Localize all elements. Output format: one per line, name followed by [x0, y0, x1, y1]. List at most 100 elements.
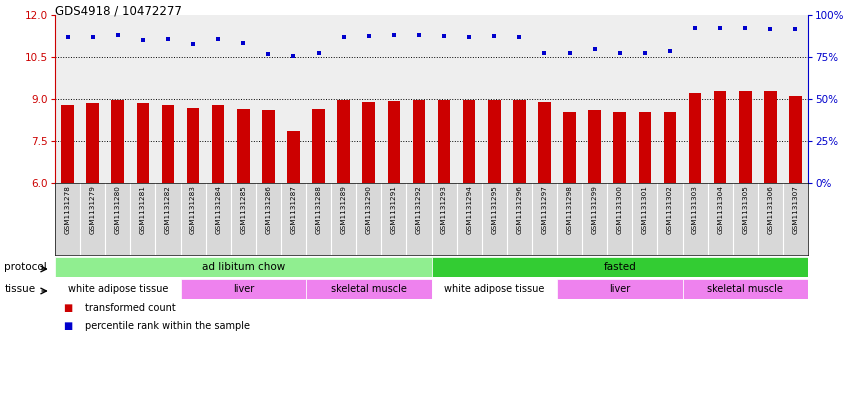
Bar [55, 257, 431, 277]
Text: ■: ■ [63, 321, 73, 331]
Bar [362, 102, 375, 351]
Point [463, 34, 476, 40]
Text: GSM1131282: GSM1131282 [165, 185, 171, 234]
Text: GSM1131298: GSM1131298 [567, 185, 573, 234]
Point [86, 34, 100, 40]
Bar [538, 102, 551, 351]
Text: GSM1131279: GSM1131279 [90, 185, 96, 234]
Point [487, 33, 501, 39]
Point [588, 46, 602, 52]
Point [713, 24, 727, 31]
Point [312, 50, 326, 56]
Point [689, 24, 702, 31]
Text: GSM1131293: GSM1131293 [441, 185, 447, 234]
Text: GSM1131306: GSM1131306 [767, 185, 773, 234]
Text: GSM1131291: GSM1131291 [391, 185, 397, 234]
Text: GSM1131296: GSM1131296 [516, 185, 522, 234]
Bar [513, 100, 525, 351]
Bar [639, 112, 651, 351]
Text: GSM1131285: GSM1131285 [240, 185, 246, 234]
Point [186, 41, 200, 48]
Bar [588, 110, 601, 351]
Text: skeletal muscle: skeletal muscle [707, 284, 783, 294]
Bar [86, 103, 99, 351]
Point [613, 50, 627, 56]
Text: GSM1131294: GSM1131294 [466, 185, 472, 234]
Point [513, 34, 526, 40]
Text: GSM1131290: GSM1131290 [365, 185, 371, 234]
Bar [237, 109, 250, 351]
Point [261, 51, 275, 57]
Point [136, 37, 150, 43]
Bar [162, 105, 174, 351]
Bar [431, 279, 557, 299]
Text: GSM1131299: GSM1131299 [591, 185, 597, 234]
Text: GSM1131300: GSM1131300 [617, 185, 623, 234]
Text: GSM1131297: GSM1131297 [541, 185, 547, 234]
Point [337, 34, 350, 40]
Text: GSM1131295: GSM1131295 [492, 185, 497, 234]
Bar [739, 91, 751, 351]
Bar [61, 105, 74, 351]
Point [212, 36, 225, 42]
Bar [413, 100, 426, 351]
Bar [387, 101, 400, 351]
Point [412, 31, 426, 38]
Bar [714, 91, 727, 351]
Text: ■: ■ [63, 303, 73, 313]
Text: GSM1131302: GSM1131302 [667, 185, 673, 234]
Bar [563, 112, 576, 351]
Text: skeletal muscle: skeletal muscle [331, 284, 407, 294]
Text: tissue: tissue [4, 284, 36, 294]
Point [764, 26, 777, 32]
Point [237, 40, 250, 46]
Text: fasted: fasted [603, 262, 636, 272]
Point [287, 52, 300, 59]
Point [111, 31, 124, 38]
Text: GSM1131284: GSM1131284 [215, 185, 221, 234]
Text: ad libitum chow: ad libitum chow [201, 262, 285, 272]
Bar [262, 110, 275, 351]
Bar [180, 279, 306, 299]
Bar [557, 279, 683, 299]
Point [162, 36, 175, 42]
Text: GSM1131283: GSM1131283 [190, 185, 196, 234]
Bar [112, 100, 124, 351]
Text: GSM1131304: GSM1131304 [717, 185, 723, 234]
Bar [431, 257, 808, 277]
Bar [689, 94, 701, 351]
Bar [312, 109, 325, 351]
Text: GSM1131305: GSM1131305 [742, 185, 748, 234]
Bar [187, 108, 200, 351]
Text: GSM1131292: GSM1131292 [416, 185, 422, 234]
Bar [212, 105, 224, 351]
Point [362, 33, 376, 39]
Bar [613, 112, 626, 351]
Point [61, 34, 74, 40]
Text: GSM1131303: GSM1131303 [692, 185, 698, 234]
Point [663, 48, 677, 55]
Text: GSM1131281: GSM1131281 [140, 185, 146, 234]
Point [788, 26, 802, 32]
Point [739, 24, 752, 31]
Text: GSM1131288: GSM1131288 [316, 185, 321, 234]
Text: transformed count: transformed count [85, 303, 175, 313]
Text: GDS4918 / 10472277: GDS4918 / 10472277 [55, 5, 182, 18]
Bar [287, 131, 299, 351]
Text: GSM1131278: GSM1131278 [64, 185, 70, 234]
Text: protocol: protocol [4, 262, 47, 272]
Text: liver: liver [233, 284, 254, 294]
Point [387, 31, 401, 38]
Point [638, 50, 651, 56]
Bar [55, 279, 180, 299]
Bar [683, 279, 808, 299]
Text: GSM1131280: GSM1131280 [115, 185, 121, 234]
Text: GSM1131287: GSM1131287 [290, 185, 296, 234]
Point [538, 50, 552, 56]
Text: GSM1131289: GSM1131289 [341, 185, 347, 234]
Text: white adipose tissue: white adipose tissue [68, 284, 168, 294]
Point [563, 50, 576, 56]
Text: white adipose tissue: white adipose tissue [444, 284, 545, 294]
Point [437, 33, 451, 39]
Text: GSM1131307: GSM1131307 [793, 185, 799, 234]
